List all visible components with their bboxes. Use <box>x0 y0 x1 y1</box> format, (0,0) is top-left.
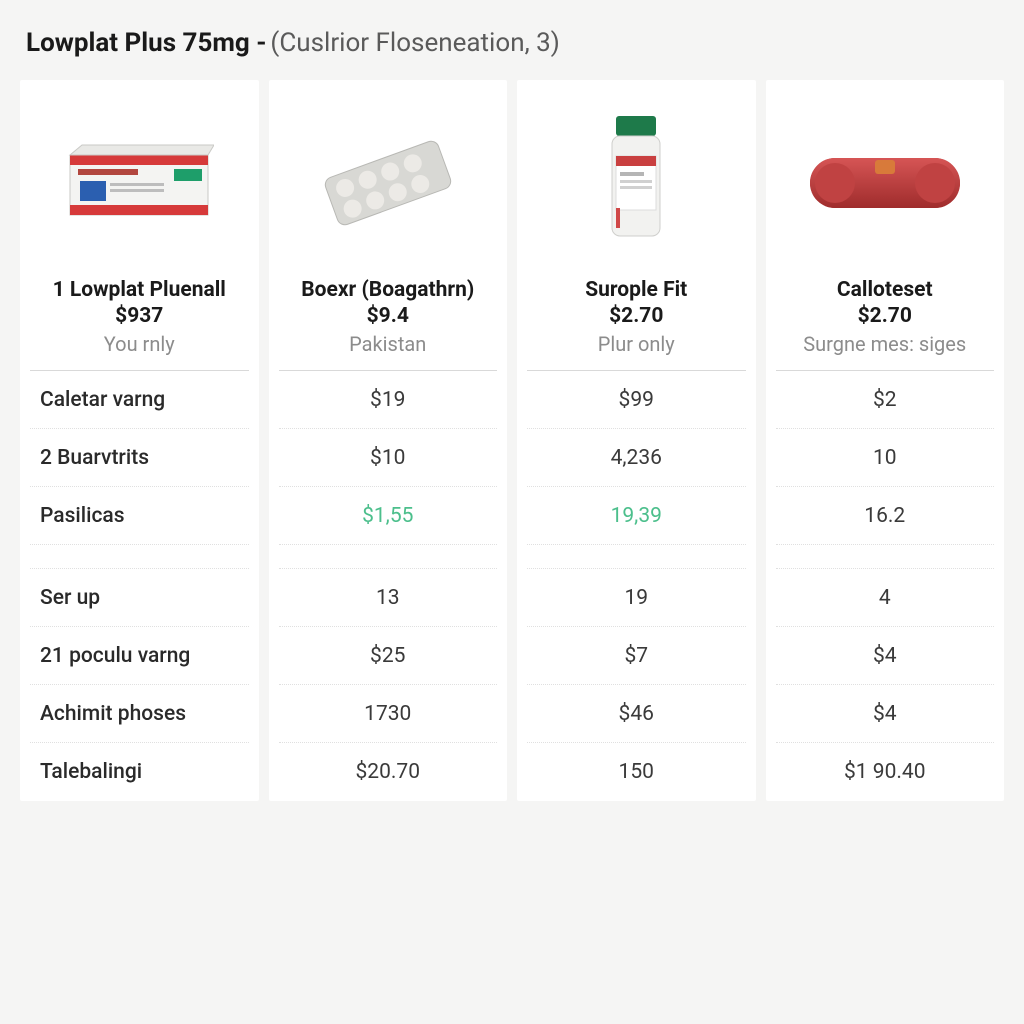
product-price: $9.4 <box>279 304 498 328</box>
row-label: Ser up <box>30 569 249 627</box>
row-value: $4 <box>776 627 995 685</box>
row-value: $2 <box>776 371 995 429</box>
pill-case-icon <box>800 138 970 228</box>
spacer-row <box>30 545 249 569</box>
row-value: $1,55 <box>279 487 498 545</box>
pill-bottle-icon <box>596 108 676 258</box>
page-title-row: Lowplat Plus 75mg - (Cuslrior Floseneati… <box>20 28 1004 58</box>
product-image <box>30 98 249 268</box>
row-value: $7 <box>527 627 746 685</box>
row-label: 2 Buarvtrits <box>30 429 249 487</box>
value-rows: $19$10$1,55 13$251730$20.70 <box>279 371 498 801</box>
comparison-grid: 1 Lowplat Pluenall$937 You rnlyCaletar va… <box>20 80 1004 801</box>
spacer-row <box>279 545 498 569</box>
value-rows: $21016.24$4$4$1 90.40 <box>776 371 995 801</box>
row-value: $1 90.40 <box>776 743 995 801</box>
row-value: 1730 <box>279 685 498 743</box>
product-price: $937 <box>30 304 249 328</box>
row-value: 4,236 <box>527 429 746 487</box>
spacer-row <box>776 545 995 569</box>
product-name: Calloteset <box>776 278 995 302</box>
row-value: 13 <box>279 569 498 627</box>
row-value: $46 <box>527 685 746 743</box>
row-value: $99 <box>527 371 746 429</box>
row-value: 150 <box>527 743 746 801</box>
page-title-bold: Lowplat Plus 75mg - <box>26 28 266 58</box>
product-name: Surople Fit <box>527 278 746 302</box>
row-value: $4 <box>776 685 995 743</box>
row-value: 4 <box>776 569 995 627</box>
product-subtext: You rnly <box>30 332 249 371</box>
row-value: $19 <box>279 371 498 429</box>
medicine-box-icon <box>64 133 214 233</box>
row-value: 19 <box>527 569 746 627</box>
row-label: 21 poculu varng <box>30 627 249 685</box>
row-value: 19,39 <box>527 487 746 545</box>
product-subtext: Plur only <box>527 332 746 371</box>
product-price: $2.70 <box>776 304 995 328</box>
product-subtext: Pakistan <box>279 332 498 371</box>
page-title-light: (Cuslrior Floseneation, 3) <box>270 28 559 58</box>
product-column: 1 Lowplat Pluenall$937 You rnlyCaletar va… <box>20 80 259 801</box>
row-label: Talebalingi <box>30 743 249 801</box>
row-value: $20.70 <box>279 743 498 801</box>
product-column: Calloteset$2.70 Surgne mes: siges$21016.2… <box>766 80 1005 801</box>
product-name: 1 Lowplat Pluenall <box>30 278 249 302</box>
product-image <box>776 98 995 268</box>
row-value: $25 <box>279 627 498 685</box>
row-label: Achimit phoses <box>30 685 249 743</box>
product-column: Boexr (Boagathrn)$9.4 Pakistan$19$10$1,55… <box>269 80 508 801</box>
product-column: Surople Fit$2.70 Plur only$994,23619,39 19… <box>517 80 756 801</box>
value-rows: Caletar varng2 BuarvtritsPasilicas Ser up… <box>30 371 249 801</box>
value-rows: $994,23619,39 19$7$46150 <box>527 371 746 801</box>
product-image <box>527 98 746 268</box>
row-label: Pasilicas <box>30 487 249 545</box>
product-price: $2.70 <box>527 304 746 328</box>
row-value: 10 <box>776 429 995 487</box>
blister-pack-icon <box>308 123 468 243</box>
row-value: $10 <box>279 429 498 487</box>
row-label: Caletar varng <box>30 371 249 429</box>
product-name: Boexr (Boagathrn) <box>279 278 498 302</box>
spacer-row <box>527 545 746 569</box>
product-subtext: Surgne mes: siges <box>776 332 995 371</box>
row-value: 16.2 <box>776 487 995 545</box>
product-image <box>279 98 498 268</box>
